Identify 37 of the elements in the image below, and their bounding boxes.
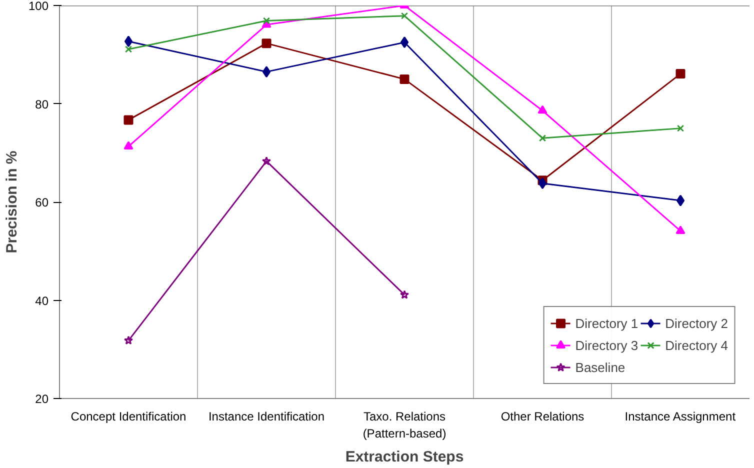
legend-label: Directory 2 bbox=[665, 316, 728, 330]
legend-label: Baseline bbox=[575, 360, 626, 374]
x-tick-label: Instance Assignment bbox=[624, 410, 736, 424]
point bbox=[262, 156, 272, 166]
y-tick-label: 60 bbox=[35, 196, 49, 210]
legend-label: Directory 1 bbox=[575, 316, 638, 330]
y-tick-label: 20 bbox=[35, 392, 49, 406]
point bbox=[676, 226, 686, 234]
point bbox=[400, 36, 409, 48]
point bbox=[400, 74, 410, 84]
x-tick-label: Instance Identification bbox=[208, 410, 325, 424]
x-tick-label: Taxo. Relations (Pattern-based) bbox=[362, 410, 446, 440]
point bbox=[400, 12, 408, 20]
point bbox=[124, 46, 132, 53]
point bbox=[538, 134, 546, 142]
legend-label: Directory 3 bbox=[575, 338, 638, 352]
y-tick-label: 40 bbox=[35, 294, 49, 308]
point bbox=[262, 17, 270, 24]
point bbox=[676, 69, 686, 79]
y-axis-title: Precision in % bbox=[3, 150, 20, 254]
point bbox=[676, 194, 685, 206]
point bbox=[400, 290, 410, 299]
y-tick-label: 100 bbox=[28, 0, 49, 13]
point bbox=[124, 115, 134, 125]
point bbox=[538, 105, 548, 114]
point bbox=[262, 66, 271, 78]
point bbox=[676, 124, 684, 132]
x-axis-title: Extraction Steps bbox=[345, 448, 464, 466]
point bbox=[124, 141, 134, 150]
point bbox=[124, 336, 134, 345]
x-tick-label: Other Relations bbox=[500, 410, 584, 424]
y-tick-label: 80 bbox=[35, 97, 49, 112]
x-tick-label: Concept Identification bbox=[70, 410, 186, 424]
point bbox=[262, 38, 272, 48]
point bbox=[538, 178, 547, 190]
legend-label: Directory 4 bbox=[665, 338, 728, 352]
point bbox=[124, 36, 133, 48]
